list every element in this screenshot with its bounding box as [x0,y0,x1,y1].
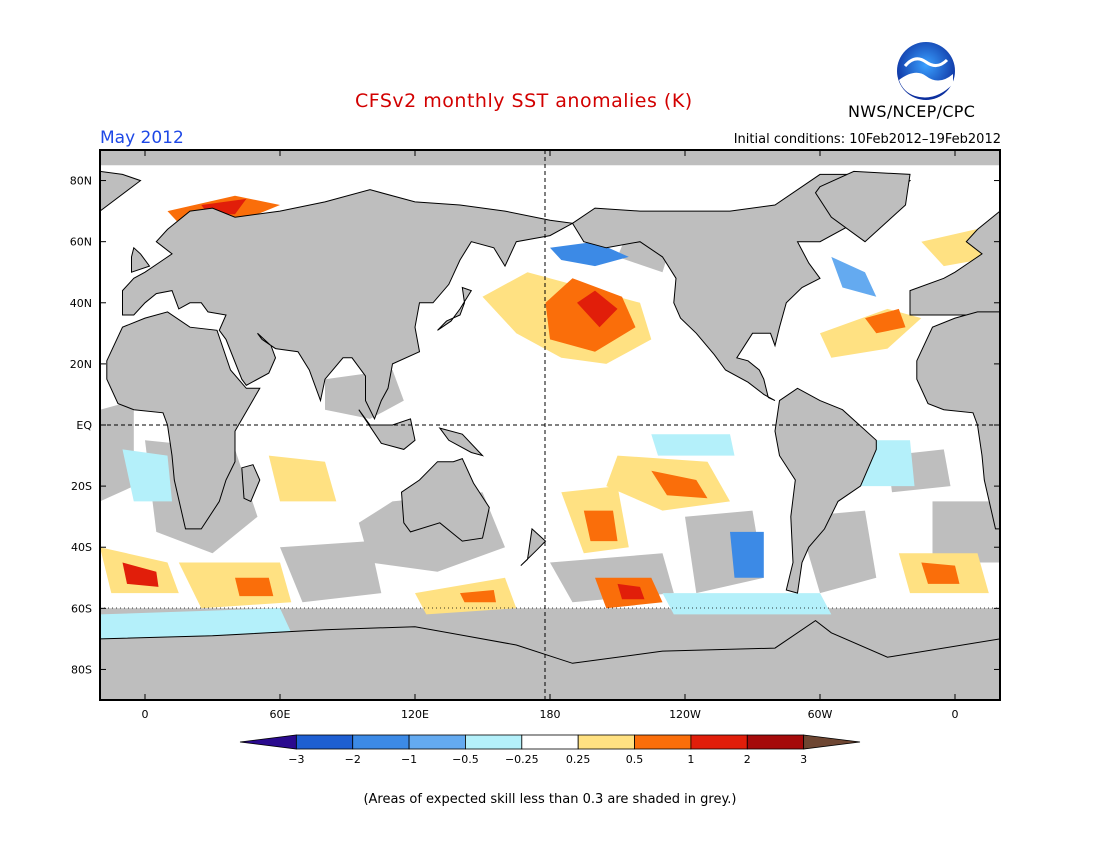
land-antarctica [100,619,1000,700]
low-skill-region [280,541,382,603]
lon-label: 60E [270,708,291,721]
lat-label: 80N [70,175,92,188]
anomaly-region [550,241,629,267]
land-new-guinea [438,427,485,457]
low-skill-region [932,501,1000,563]
forecast-month: May 2012 [100,128,184,148]
anomaly-region [865,308,906,334]
lat-label: 40N [70,297,92,310]
anomaly-region [651,470,708,499]
lat-label: 40S [71,541,92,554]
lat-label: 60S [71,602,92,615]
lat-label: 80S [71,663,92,676]
land-america-wrap [100,170,142,242]
land-africa-wrap [916,311,1000,530]
anomaly-region [921,562,960,584]
anomaly-region [122,562,159,587]
anomaly-region [122,449,172,502]
colorbar-bin [295,734,354,750]
continents [100,170,1000,700]
colorbar-label: −3 [288,753,304,766]
colorbar-bin [746,734,805,750]
colorbar-bin [352,734,410,750]
land-madagascar [241,464,261,503]
anomaly-region [235,577,274,597]
colorbar-label: 0.25 [566,753,591,766]
lon-label: 0 [142,708,149,721]
lon-label: 120E [401,708,429,721]
anomaly-region [831,256,877,297]
low-skill-region [100,400,134,502]
colorbar-label: 0.5 [626,753,644,766]
colorbar-bin [577,734,635,750]
land-japan [437,286,473,331]
agency-label: NWS/NCEP/CPC [848,102,976,121]
colorbar-label: 3 [800,753,807,766]
anomaly-region [583,510,618,542]
colorbar-bin [465,734,523,750]
lat-label: 20N [70,358,92,371]
initial-conditions: Initial conditions: 10Feb2012–19Feb2012 [733,132,1001,147]
land-south-america [774,387,877,594]
colorbar-bin [408,734,466,750]
noaa-logo [897,42,955,100]
lat-label: 60N [70,236,92,249]
lon-label: 0 [952,708,959,721]
anomaly-region [617,583,645,600]
land-uk [131,246,151,273]
low-skill-region [100,150,1000,166]
lat-label: 20S [71,480,92,493]
lat-label: EQ [76,419,92,432]
colorbar-bin [690,734,748,750]
anomaly-region [100,608,292,639]
land-eurasia [122,189,575,421]
lon-label: 180 [540,708,561,721]
land-greenland [814,170,911,243]
land-new-zealand [520,527,547,566]
anomaly-region [178,562,292,609]
land-africa [106,311,261,530]
colorbar-label: −1 [401,753,417,766]
lon-label: 60W [808,708,833,721]
colorbar-bin [803,734,861,750]
anomaly-region [730,531,764,578]
sst-anomaly-shading [100,195,996,639]
anomaly-region [651,434,735,456]
longitude-axis: 0 60E 120E 180 120W 60W 0 [142,150,959,721]
chart-title: CFSv2 monthly SST anomalies (K) [355,90,693,112]
colorbar-label: −0.5 [452,753,479,766]
latitude-axis: 80N 60N 40N 20N EQ 20S 40S 60S 80S [70,175,1000,676]
colorbar-label: 1 [687,753,694,766]
footnote: (Areas of expected skill less than 0.3 a… [363,792,737,807]
anomaly-region [460,590,496,603]
land-north-america [571,173,912,402]
colorbar-bin [521,734,579,750]
colorbar-label: 2 [744,753,751,766]
colorbar-bin [634,734,692,750]
anomaly-region [268,455,337,502]
land-europe-wrap [909,210,1000,316]
colorbar-label: −2 [345,753,361,766]
lon-label: 120W [669,708,701,721]
anomaly-region [662,593,832,615]
colorbar-label: −0.25 [505,753,539,766]
land-australia [400,457,490,542]
anomaly-region [577,290,618,328]
colorbar-bin [239,734,297,750]
